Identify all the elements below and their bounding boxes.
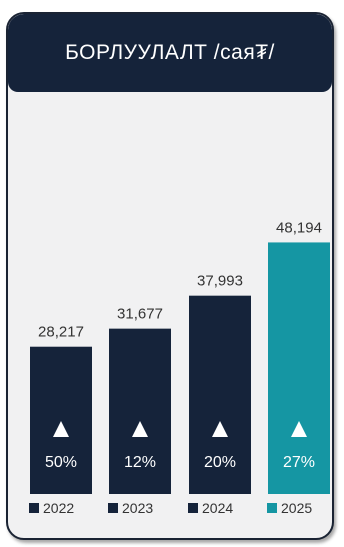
legend-label-2022: 2022 bbox=[43, 500, 74, 516]
legend-swatch-2025 bbox=[267, 503, 277, 513]
legend-swatch-2022 bbox=[29, 503, 39, 513]
chart-title: БОРЛУУЛАЛТ /сая₮/ bbox=[65, 41, 275, 64]
up-triangle-icon bbox=[132, 421, 148, 437]
up-triangle-icon bbox=[212, 421, 228, 437]
growth-label: 20% bbox=[204, 454, 236, 471]
up-triangle-icon bbox=[291, 421, 307, 437]
bar-2024 bbox=[189, 295, 251, 494]
card-header: БОРЛУУЛАЛТ /сая₮/ bbox=[8, 14, 332, 92]
legend-label-2023: 2023 bbox=[122, 500, 153, 516]
growth-label: 50% bbox=[45, 454, 77, 471]
growth-label: 12% bbox=[124, 454, 156, 471]
legend-label-2025: 2025 bbox=[281, 500, 312, 516]
bar-2025 bbox=[268, 242, 330, 494]
legend-label-2024: 2024 bbox=[202, 500, 233, 516]
growth-label: 27% bbox=[283, 454, 315, 471]
legend-swatch-2024 bbox=[188, 503, 198, 513]
legend-swatch-2023 bbox=[108, 503, 118, 513]
bar-value-label: 37,993 bbox=[197, 273, 243, 290]
up-triangle-icon bbox=[53, 421, 69, 437]
bar-2023 bbox=[109, 328, 171, 494]
bar-2022 bbox=[30, 346, 92, 494]
bar-value-label: 31,677 bbox=[117, 306, 163, 323]
bar-value-label: 28,217 bbox=[38, 324, 84, 341]
bar-value-label: 48,194 bbox=[276, 219, 322, 236]
